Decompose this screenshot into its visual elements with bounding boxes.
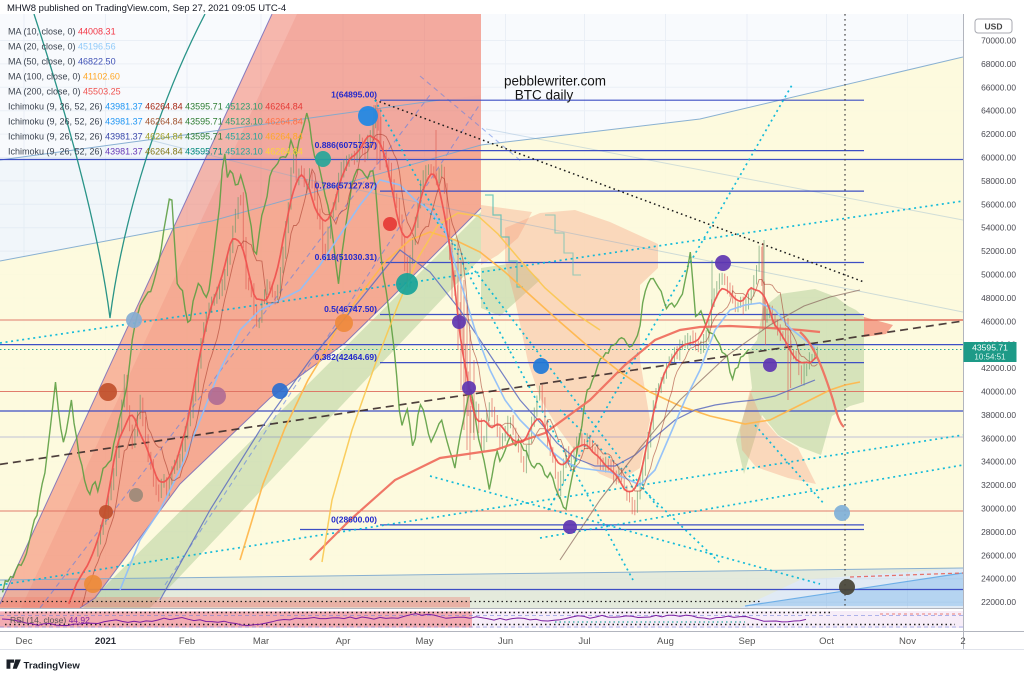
svg-text:50000.00: 50000.00 — [981, 270, 1016, 280]
svg-text:Ichimoku (9, 26, 52, 26) 43981: Ichimoku (9, 26, 52, 26) 43981.37 46264.… — [8, 117, 303, 127]
svg-text:2021: 2021 — [95, 636, 117, 647]
svg-text:Nov: Nov — [899, 636, 916, 647]
svg-text:Jul: Jul — [578, 636, 590, 647]
svg-text:TradingView: TradingView — [24, 661, 81, 672]
svg-text:0.618(51030.31): 0.618(51030.31) — [315, 252, 378, 262]
svg-text:2: 2 — [960, 636, 965, 647]
svg-text:36000.00: 36000.00 — [981, 433, 1016, 443]
svg-text:Sep: Sep — [739, 636, 756, 647]
svg-text:Ichimoku (9, 26, 52, 26) 43981: Ichimoku (9, 26, 52, 26) 43981.37 46264.… — [8, 132, 303, 142]
svg-text:56000.00: 56000.00 — [981, 199, 1016, 209]
svg-text:Feb: Feb — [179, 636, 195, 647]
svg-text:42000.00: 42000.00 — [981, 363, 1016, 373]
svg-text:RSI (14, close) 44.92: RSI (14, close) 44.92 — [10, 615, 90, 625]
svg-text:62000.00: 62000.00 — [981, 129, 1016, 139]
svg-text:0.382(42464.69): 0.382(42464.69) — [315, 352, 378, 362]
svg-text:70000.00: 70000.00 — [981, 36, 1016, 46]
svg-text:22000.00: 22000.00 — [981, 597, 1016, 607]
svg-text:68000.00: 68000.00 — [981, 59, 1016, 69]
svg-text:43595.71: 43595.71 — [972, 343, 1008, 353]
svg-text:52000.00: 52000.00 — [981, 246, 1016, 256]
svg-text:66000.00: 66000.00 — [981, 82, 1016, 92]
svg-text:58000.00: 58000.00 — [981, 176, 1016, 186]
svg-text:Oct: Oct — [819, 636, 834, 647]
svg-text:BTC daily: BTC daily — [515, 88, 574, 103]
svg-text:46000.00: 46000.00 — [981, 316, 1016, 326]
svg-text:30000.00: 30000.00 — [981, 504, 1016, 514]
svg-text:USD: USD — [985, 22, 1003, 32]
svg-text:0(28600.00): 0(28600.00) — [331, 514, 377, 524]
svg-text:32000.00: 32000.00 — [981, 480, 1016, 490]
svg-text:64000.00: 64000.00 — [981, 106, 1016, 116]
svg-text:40000.00: 40000.00 — [981, 387, 1016, 397]
svg-text:28000.00: 28000.00 — [981, 527, 1016, 537]
svg-text:26000.00: 26000.00 — [981, 550, 1016, 560]
svg-text:Ichimoku (9, 26, 52, 26) 43981: Ichimoku (9, 26, 52, 26) 43981.37 46264.… — [8, 147, 303, 157]
svg-text:1(64895.00): 1(64895.00) — [331, 90, 377, 100]
svg-text:10:54:51: 10:54:51 — [974, 353, 1006, 362]
svg-text:0.786(57127.87): 0.786(57127.87) — [315, 181, 378, 191]
svg-text:60000.00: 60000.00 — [981, 153, 1016, 163]
svg-text:Dec: Dec — [16, 636, 33, 647]
svg-text:MA (50, close, 0) 46822.50: MA (50, close, 0) 46822.50 — [8, 57, 116, 67]
svg-text:Jun: Jun — [498, 636, 513, 647]
svg-text:54000.00: 54000.00 — [981, 223, 1016, 233]
svg-text:MA (10, close, 0) 44008.31: MA (10, close, 0) 44008.31 — [8, 27, 116, 37]
svg-text:0.5(46747.50): 0.5(46747.50) — [324, 304, 377, 314]
svg-text:Apr: Apr — [336, 636, 351, 647]
svg-text:Mar: Mar — [253, 636, 269, 647]
svg-text:34000.00: 34000.00 — [981, 457, 1016, 467]
svg-text:MA (100, close, 0) 41102.60: MA (100, close, 0) 41102.60 — [8, 72, 120, 82]
svg-text:Ichimoku (9, 26, 52, 26) 43981: Ichimoku (9, 26, 52, 26) 43981.37 46264.… — [8, 102, 303, 112]
svg-text:0.886(60757.37): 0.886(60757.37) — [315, 140, 378, 150]
svg-text:38000.00: 38000.00 — [981, 410, 1016, 420]
svg-text:pebblewriter.com: pebblewriter.com — [504, 74, 606, 89]
svg-text:May: May — [416, 636, 434, 647]
svg-text:MA (20, close, 0) 45196.56: MA (20, close, 0) 45196.56 — [8, 42, 116, 52]
svg-text:24000.00: 24000.00 — [981, 574, 1016, 584]
svg-text:MA (200, close, 0) 45503.25: MA (200, close, 0) 45503.25 — [8, 87, 121, 97]
svg-text:48000.00: 48000.00 — [981, 293, 1016, 303]
svg-text:Aug: Aug — [657, 636, 674, 647]
svg-text:MHW8 published on TradingView.: MHW8 published on TradingView.com, Sep 2… — [7, 3, 286, 14]
